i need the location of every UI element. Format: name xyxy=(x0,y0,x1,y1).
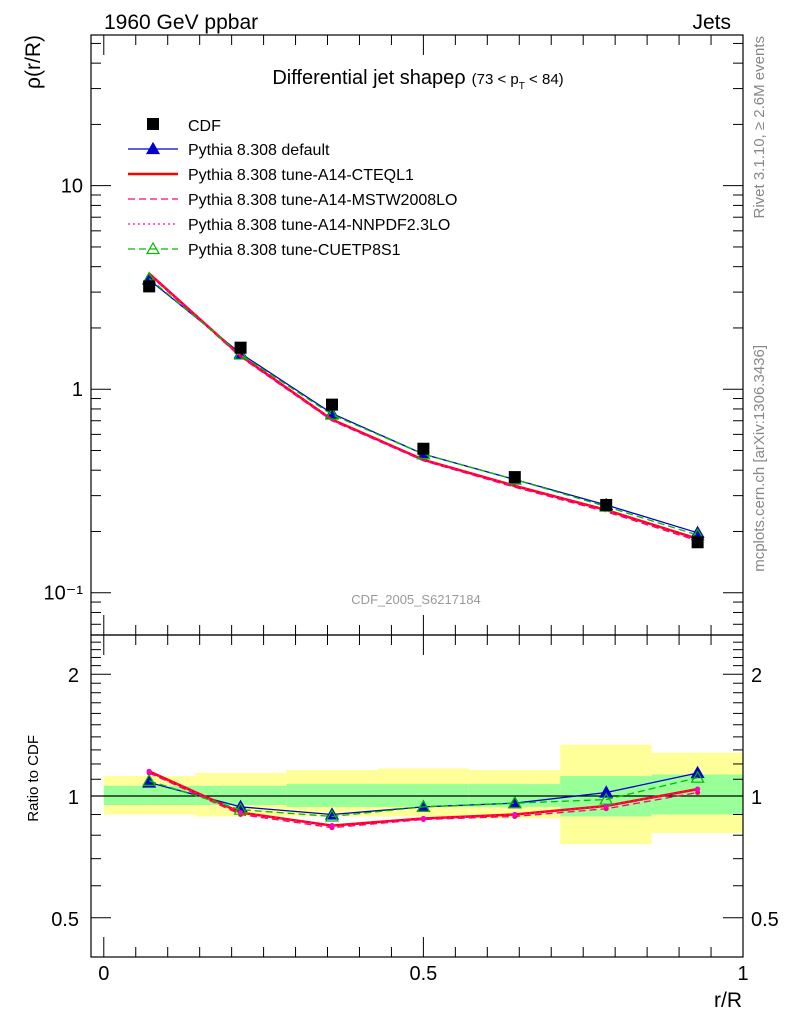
y-tick-label: 10 xyxy=(61,176,83,198)
x-tick-label: 0 xyxy=(98,963,109,985)
y-tick-label: 1 xyxy=(72,379,83,401)
ratio-y-tick-label-right: 1 xyxy=(751,787,762,809)
side-label-source: mcplots.cern.ch [arXiv:1306.3436] xyxy=(751,345,768,572)
ratio-panel: 0.5 0.5 1 1 2 2 0 0.5 1 xyxy=(51,634,779,985)
x-tick-label: 1 xyxy=(737,963,748,985)
ratio-series-point-4 xyxy=(416,799,431,812)
ratio-series-point-4 xyxy=(599,792,614,805)
ratio-series-point-3 xyxy=(329,823,335,829)
legend-label-cdf: CDF xyxy=(188,118,221,135)
cdf-data-point xyxy=(325,398,338,411)
cdf-data-point xyxy=(600,498,613,511)
header-left: 1960 GeV ppbar xyxy=(104,11,258,34)
legend-marker-0 xyxy=(145,141,161,155)
ratio-series-point-4 xyxy=(324,809,340,822)
legend-label-3: Pythia 8.308 tune-A14-NNPDF2.3LO xyxy=(188,217,450,234)
main-series-line-3 xyxy=(148,273,698,540)
ratio-series-point-4 xyxy=(507,795,522,809)
watermark: CDF_2005_S6217184 xyxy=(351,592,480,607)
legend-label-4: Pythia 8.308 tune-CUETP8S1 xyxy=(188,242,401,259)
x-tick-label: 0.5 xyxy=(409,963,437,985)
ratio-series-point-3 xyxy=(603,803,609,809)
side-label-rivet: Rivet 3.1.10, ≥ 2.6M events xyxy=(751,36,768,219)
legend-label-0: Pythia 8.308 default xyxy=(188,142,330,159)
legend-label-1: Pythia 8.308 tune-A14-CTEQL1 xyxy=(188,167,414,184)
cdf-data-point xyxy=(234,341,247,354)
cdf-data-point xyxy=(143,280,156,293)
stat-uncertainty-band xyxy=(103,785,196,806)
ratio-series-point-4 xyxy=(233,802,248,815)
ratio-series-point-0 xyxy=(599,785,614,798)
ratio-y-label: Ratio to CDF xyxy=(25,735,42,822)
legend: CDF Pythia 8.308 default Pythia 8.308 tune… xyxy=(128,118,457,259)
legend-marker-cdf xyxy=(147,118,159,130)
x-axis-label: r/R xyxy=(714,989,742,1012)
ratio-series-point-3 xyxy=(146,768,152,774)
main-y-label: ρ(r/R) xyxy=(22,35,45,89)
cdf-data-point xyxy=(508,471,521,484)
ratio-y-tick-label: 1 xyxy=(68,787,79,809)
ratio-series-point-4 xyxy=(690,770,705,783)
main-series-line-4 xyxy=(148,277,698,536)
ratio-series-point-3 xyxy=(512,812,518,818)
ratio-y-tick-label-right: 2 xyxy=(751,665,762,687)
main-series-point-4 xyxy=(233,347,248,360)
y-tick-label: 10⁻¹ xyxy=(44,583,84,605)
chart-title: Differential jet shapeρ (73 < pT < 84) xyxy=(272,67,563,92)
legend-marker-4 xyxy=(145,241,161,255)
ratio-series-point-4 xyxy=(142,773,157,786)
cdf-data-point xyxy=(417,442,430,455)
header-right: Jets xyxy=(692,11,731,34)
ratio-series-point-3 xyxy=(695,786,701,792)
ratio-y-tick-label: 0.5 xyxy=(51,909,79,931)
ratio-series-point-3 xyxy=(420,815,426,821)
main-series-line-0 xyxy=(148,279,698,534)
main-panel: 10⁻¹ 1 10 xyxy=(44,34,744,957)
ratio-series-line-4 xyxy=(148,777,698,818)
legend-label-2: Pythia 8.308 tune-A14-MSTW2008LO xyxy=(188,192,457,209)
cdf-data-point xyxy=(691,536,704,549)
main-series-line-1 xyxy=(148,272,698,541)
ratio-y-tick-label: 2 xyxy=(68,665,79,687)
ratio-y-tick-label-right: 0.5 xyxy=(751,909,779,931)
main-series-line-2 xyxy=(148,274,698,542)
main-series-point-4 xyxy=(324,407,340,420)
